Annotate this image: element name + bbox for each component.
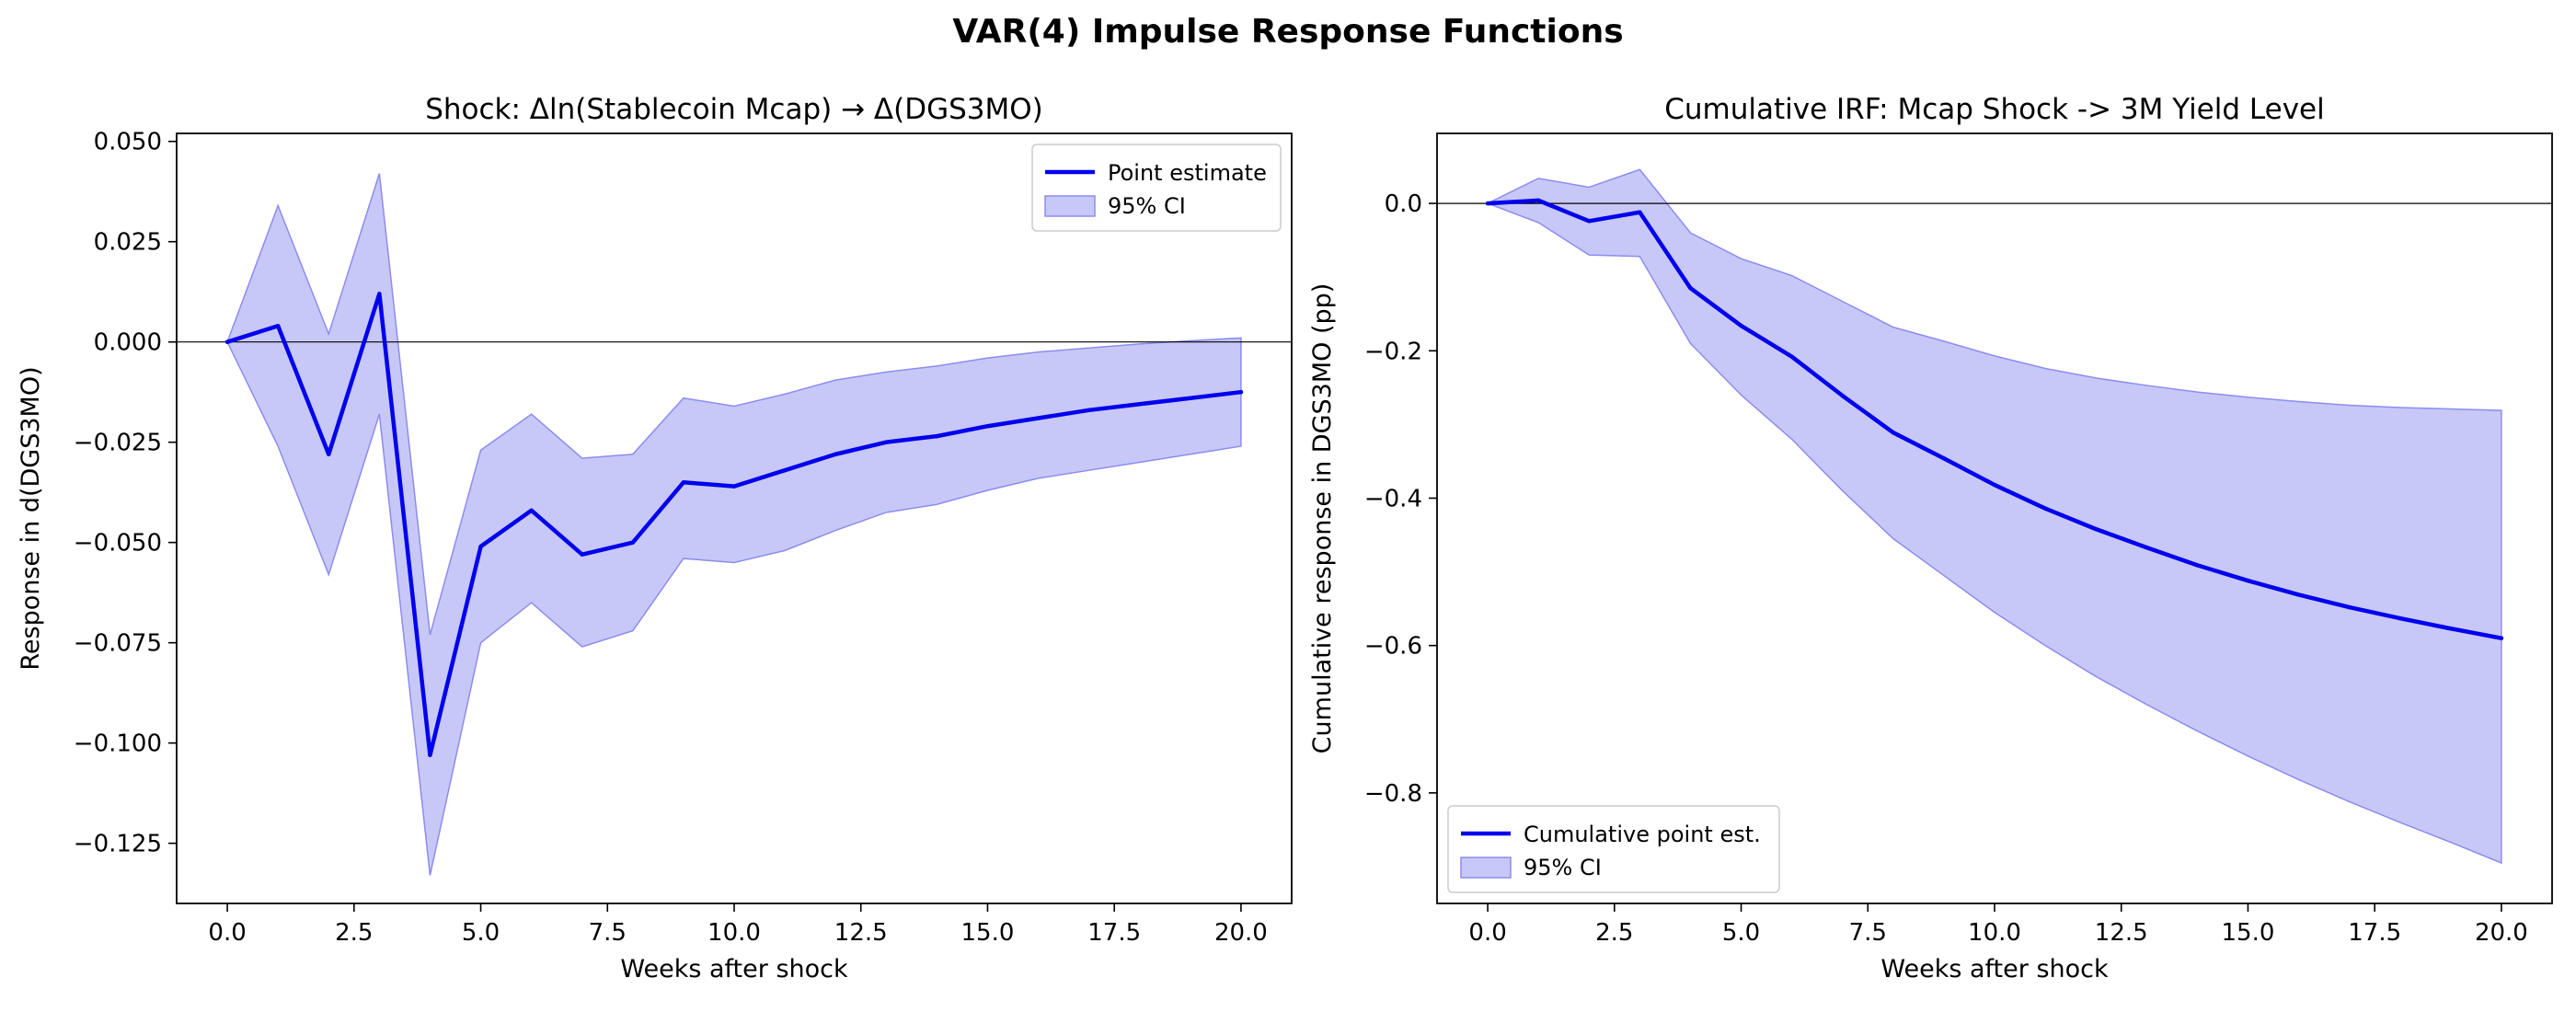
x-tick-label: 0.0 [208,919,246,947]
y-tick-label: 0.000 [94,329,162,357]
data-point [2398,615,2402,621]
data-point [935,433,939,439]
y-tick-label: 0.025 [94,229,162,257]
legend: Cumulative point est. 95% CI [1447,805,1780,893]
x-tick-label: 15.0 [961,919,1015,947]
data-point [2145,545,2149,550]
data-point [1137,402,1142,407]
data-point [275,324,281,328]
data-point [2195,563,2200,568]
data-point [782,467,788,473]
data-point [1688,286,1693,291]
data-point [1739,323,1743,328]
data-point [681,480,686,485]
y-tick-label: −0.8 [1364,780,1422,808]
x-tick-label: 20.0 [1214,919,1268,947]
data-point [580,552,584,557]
data-point [1535,198,1541,203]
data-point [529,508,534,512]
x-tick-label: 12.5 [2095,919,2148,947]
legend-band-swatch [1460,857,1512,879]
data-point [478,544,483,549]
data-point [630,540,636,545]
data-point [884,440,889,444]
x-tick-label: 7.5 [1849,919,1887,947]
x-tick-label: 10.0 [707,919,761,947]
x-tick-label: 2.5 [335,919,373,947]
data-point [428,753,432,757]
y-tick-label: −0.050 [74,530,162,558]
x-tick-label: 2.5 [1595,919,1633,947]
data-point [224,339,230,344]
legend-label-ci: 95% CI [1108,193,1186,219]
x-axis-label: Weeks after shock [1880,955,2109,983]
x-tick-label: 15.0 [2222,919,2275,947]
x-tick-label: 5.0 [462,919,500,947]
data-point [1587,219,1592,224]
y-tick-label: −0.075 [74,630,162,658]
legend-label-estimate: Point estimate [1108,160,1267,186]
data-point [833,452,838,456]
data-point [1238,389,1244,395]
x-tick-label: 0.0 [1468,919,1506,947]
y-tick-label: 0.0 [1385,190,1422,218]
data-point [2093,526,2099,532]
data-point [377,292,382,296]
cumulative-irf-panel: 0.0 2.5 5.0 7.5 10.0 12.5 15.0 17.5 20.0 −0.8 −0.6… [1308,93,2553,983]
y-tick-label: −0.025 [74,430,162,457]
y-axis-label: Cumulative response in DGS3MO (pp) [1308,283,1337,754]
data-point [985,424,990,429]
x-tick-label: 20.0 [2475,919,2528,947]
data-point [2448,627,2454,631]
x-tick-label: 17.5 [1087,919,1141,947]
data-point [2347,604,2352,610]
data-point [1992,482,1997,488]
y-tick-label: −0.4 [1364,485,1422,512]
y-tick-label: −0.125 [74,831,162,858]
chart-title: Cumulative IRF: Mcap Shock -> 3M Yield L… [1664,93,2324,126]
data-point [1036,416,1041,420]
legend-band-swatch [1044,195,1096,217]
data-point [1789,354,1794,359]
data-point [1891,430,1896,435]
y-tick-label: −0.100 [74,730,162,758]
irf-panel: 0.0 2.5 5.0 7.5 10.0 12.5 15.0 17.5 20.0 −0.125 −0… [17,93,1293,983]
legend-box [1447,805,1780,893]
chart-title: Shock: Δln(Stablecoin Mcap) → Δ(DGS3MO) [425,93,1043,126]
x-tick-label: 12.5 [834,919,888,947]
data-point [2296,592,2301,597]
y-tick-label: −0.2 [1364,338,1422,365]
data-point [1638,210,1642,214]
x-axis-label: Weeks after shock [620,955,848,983]
data-point [2042,506,2048,511]
legend: Point estimate 95% CI [1031,144,1282,232]
x-tick-label: 17.5 [2348,919,2401,947]
data-point [1485,201,1490,206]
data-point [731,484,737,489]
y-tick-label: 0.050 [94,129,162,156]
legend-label-estimate: Cumulative point est. [1524,822,1761,847]
x-tick-label: 10.0 [1968,919,2021,947]
y-axis-label: Response in d(DGS3MO) [17,366,45,670]
data-point [1188,396,1193,400]
y-tick-label: −0.6 [1364,633,1422,661]
data-point [1941,456,1947,461]
data-point [1087,408,1091,412]
data-point [1840,393,1845,398]
x-tick-label: 7.5 [589,919,627,947]
data-point [327,452,331,456]
x-tick-label: 5.0 [1722,919,1760,947]
data-point [2246,578,2250,583]
data-point [2499,636,2504,640]
legend-label-ci: 95% CI [1524,855,1602,880]
figure-title: VAR(4) Impulse Response Functions [952,13,1624,51]
